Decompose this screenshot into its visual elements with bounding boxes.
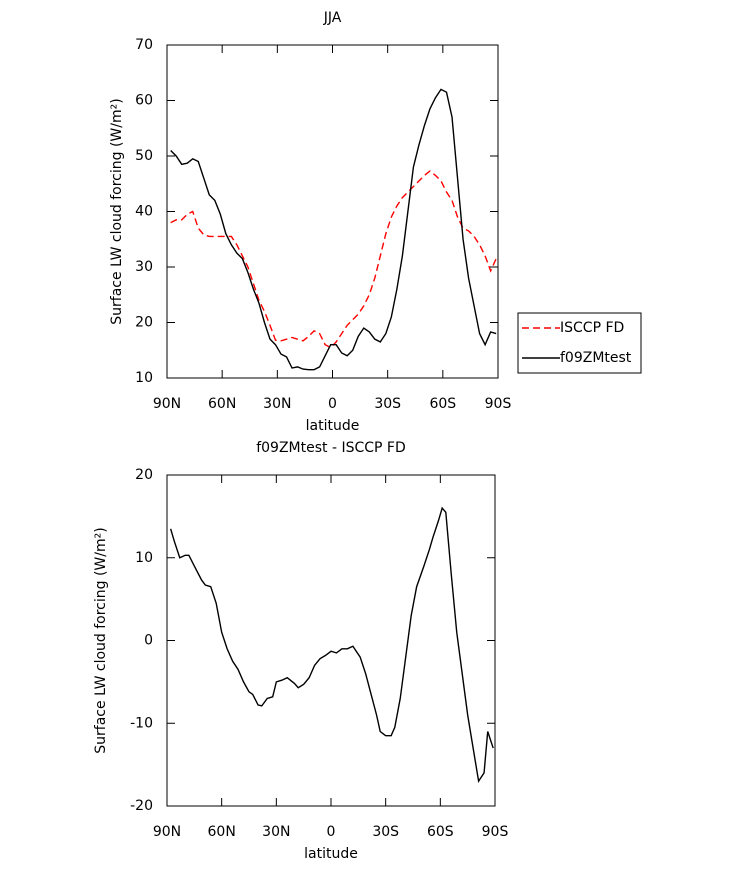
data-line [170,88,497,371]
x-tick-label: 60S [427,824,454,840]
y-tick-label: 60 [135,93,153,109]
y-tick-label: 10 [135,370,153,386]
plot-frame [166,474,496,807]
y-tick-label: 70 [135,37,153,53]
legend-label: ISCCP FD [560,320,624,336]
chart-title: f09ZMtest - ISCCP FD [256,440,406,456]
y-tick-label: 20 [135,467,153,483]
data-line [170,170,497,349]
x-tick-label: 90N [153,396,181,412]
y-tick-label: -10 [130,715,153,731]
y-tick-label: -20 [130,798,153,814]
y-tick-label: 10 [135,550,153,566]
y-tick-label: 20 [135,315,153,331]
x-axis-label: latitude [304,846,358,862]
x-tick-label: 30N [263,396,291,412]
y-tick-label: 50 [135,148,153,164]
x-tick-label: 30S [374,396,401,412]
x-tick-label: 90N [153,824,181,840]
y-axis-label: Surface LW cloud forcing (W/m²) [93,527,109,753]
data-line [169,506,494,784]
y-tick-label: 40 [135,204,153,220]
chart-title: JJA [323,10,342,26]
x-tick-label: 60S [429,396,456,412]
x-tick-label: 90S [485,396,512,412]
x-tick-label: 90S [482,824,509,840]
y-tick-label: 30 [135,259,153,275]
y-axis-label: Surface LW cloud forcing (W/m²) [109,98,125,324]
plot-frame [166,44,499,379]
x-tick-label: 0 [327,824,336,840]
x-tick-label: 60N [208,396,236,412]
y-tick-label: 0 [144,633,153,649]
legend-box [517,312,642,374]
legend-label: f09ZMtest [560,350,632,366]
x-tick-label: 60N [208,824,236,840]
x-tick-label: 30N [262,824,290,840]
x-tick-label: 30S [372,824,399,840]
x-axis-label: latitude [306,418,360,434]
x-tick-label: 0 [328,396,337,412]
